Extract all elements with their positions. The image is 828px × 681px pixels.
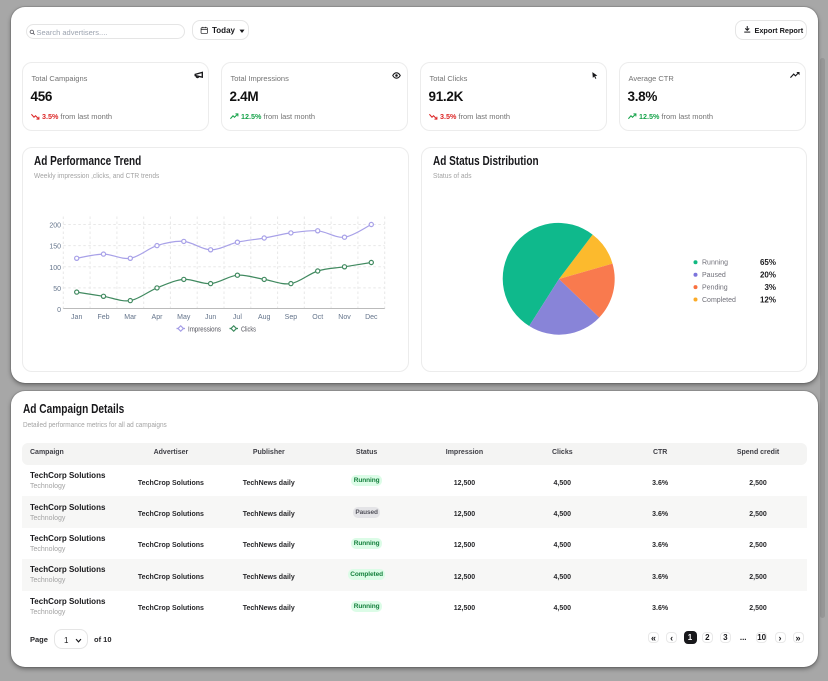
svg-text:Completed: Completed	[702, 297, 736, 304]
svg-text:Jan: Jan	[71, 314, 82, 321]
svg-text:50: 50	[53, 286, 61, 293]
svg-text:0: 0	[57, 307, 61, 314]
svg-text:Mar: Mar	[124, 314, 137, 321]
svg-text:Dec: Dec	[365, 314, 378, 321]
svg-text:Paused: Paused	[702, 272, 726, 279]
svg-text:20%: 20%	[760, 271, 776, 280]
svg-text:Oct: Oct	[312, 314, 323, 321]
svg-text:Sep: Sep	[285, 314, 298, 321]
svg-text:Feb: Feb	[97, 314, 109, 321]
svg-text:Jul: Jul	[233, 314, 242, 321]
svg-text:12%: 12%	[760, 295, 776, 304]
svg-text:Running: Running	[702, 260, 728, 267]
svg-text:May: May	[177, 314, 191, 321]
svg-text:Nov: Nov	[338, 314, 351, 321]
svg-text:150: 150	[49, 244, 61, 251]
svg-text:65%: 65%	[760, 258, 776, 267]
svg-text:Apr: Apr	[152, 314, 164, 321]
svg-text:3%: 3%	[764, 283, 776, 292]
svg-text:Impressions: Impressions	[188, 324, 221, 333]
svg-text:100: 100	[49, 265, 61, 272]
svg-text:Clicks: Clicks	[241, 324, 256, 333]
svg-text:Aug: Aug	[258, 314, 271, 321]
svg-text:200: 200	[49, 223, 61, 230]
svg-text:Pending: Pending	[702, 285, 728, 292]
svg-text:Jun: Jun	[205, 314, 216, 321]
